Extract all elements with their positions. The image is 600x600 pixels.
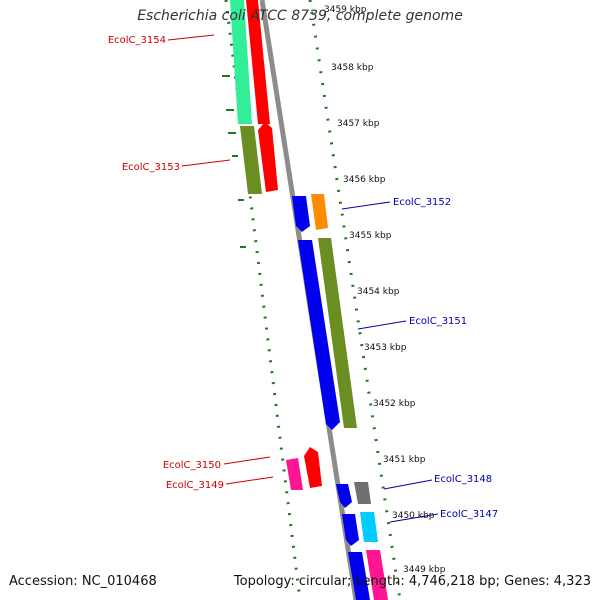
gene-EcolC_3152 xyxy=(311,194,328,230)
gene-EcolC_3154 xyxy=(230,0,252,124)
gene-blue-3152a xyxy=(292,196,310,232)
gc-content-ring-outer xyxy=(308,0,402,600)
label-leaders xyxy=(167,34,439,523)
genome-summary: Topology: circular; Length: 4,746,218 bp… xyxy=(233,574,591,589)
gene-EcolC_3153 xyxy=(240,126,262,194)
tick-label: 3456 kbp xyxy=(343,175,386,185)
gene-EcolC_3154-red xyxy=(246,0,270,124)
gene-label-EcolC_3151[interactable]: EcolC_3151 xyxy=(409,316,467,327)
gene-label-EcolC_3147[interactable]: EcolC_3147 xyxy=(440,509,498,520)
gene-EcolC_3148-blue xyxy=(336,484,352,508)
gene-EcolC_3147-blue xyxy=(342,514,359,546)
tick-label: 3457 kbp xyxy=(337,119,380,129)
map-title: Escherichia coli ATCC 8739, complete gen… xyxy=(137,8,463,24)
gene-EcolC_3148 xyxy=(354,482,371,504)
gene-label-EcolC_3154[interactable]: EcolC_3154 xyxy=(108,35,166,46)
gene-EcolC_3150 xyxy=(286,458,303,490)
tick-label: 3451 kbp xyxy=(383,455,426,465)
tick-label: 3454 kbp xyxy=(357,287,400,297)
kbp-ticks: 3459 kbp 3458 kbp 3457 kbp 3456 kbp 3455… xyxy=(324,5,446,575)
gene-label-EcolC_3149[interactable]: EcolC_3149 xyxy=(166,480,224,491)
tick-label: 3455 kbp xyxy=(349,231,392,241)
gene-label-EcolC_3152[interactable]: EcolC_3152 xyxy=(393,197,451,208)
tick-label: 3449 kbp xyxy=(403,565,446,575)
gene-EcolC_3149 xyxy=(304,447,322,488)
gene-blue-bottom xyxy=(348,552,370,600)
gc-skew-marks xyxy=(222,75,246,248)
tick-label: 3458 kbp xyxy=(331,63,374,73)
tick-label: 3459 kbp xyxy=(324,5,367,15)
gene-EcolC_3153-red xyxy=(258,122,278,192)
tick-label: 3452 kbp xyxy=(373,399,416,409)
gene-EcolC_3151 xyxy=(318,238,357,428)
gene-EcolC_3151-blue xyxy=(298,240,340,430)
accession-label: Accession: NC_010468 xyxy=(9,574,157,589)
gene-label-EcolC_3153[interactable]: EcolC_3153 xyxy=(122,162,180,173)
tick-label: 3453 kbp xyxy=(364,343,407,353)
gene-label-EcolC_3150[interactable]: EcolC_3150 xyxy=(163,460,221,471)
tick-label: 3450 kbp xyxy=(392,511,435,521)
gene-pink-bottom xyxy=(366,550,388,600)
gene-EcolC_3147 xyxy=(360,512,378,542)
gene-label-EcolC_3148[interactable]: EcolC_3148 xyxy=(434,474,492,485)
